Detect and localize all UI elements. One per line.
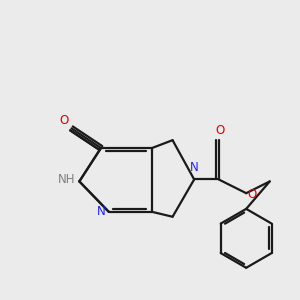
- Text: O: O: [248, 188, 257, 201]
- Text: NH: NH: [57, 173, 75, 186]
- Text: O: O: [216, 124, 225, 137]
- Text: O: O: [59, 114, 68, 127]
- Text: N: N: [190, 161, 199, 174]
- Text: N: N: [97, 205, 105, 218]
